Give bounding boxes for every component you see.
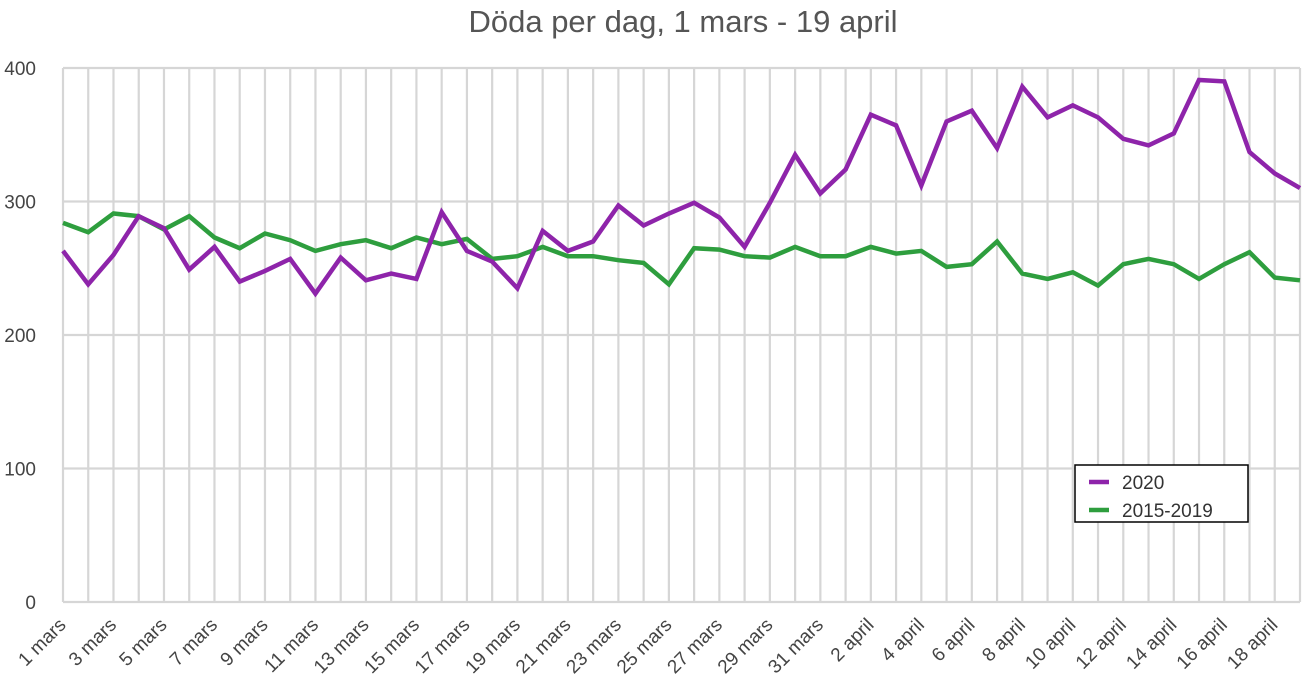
x-tick-label: 14 april xyxy=(1122,615,1181,674)
x-tick-label: 10 april xyxy=(1021,615,1080,674)
series-line-2020 xyxy=(61,77,1302,298)
x-tick-label: 12 april xyxy=(1072,615,1131,674)
x-tick-label: 4 april xyxy=(877,615,928,666)
x-tick-label: 5 mars xyxy=(116,615,172,671)
legend-label: 2020 xyxy=(1122,473,1164,494)
series-group xyxy=(61,77,1302,298)
y-tick-label: 300 xyxy=(4,193,36,214)
x-tick-label: 3 mars xyxy=(65,615,121,671)
x-tick-label: 15 mars xyxy=(361,615,424,678)
x-tick-label: 17 mars xyxy=(411,615,474,678)
y-tick-label: 0 xyxy=(25,593,36,614)
y-tick-label: 400 xyxy=(4,59,36,80)
series-line-2015-2019 xyxy=(62,211,1301,289)
x-tick-label: 31 mars xyxy=(764,615,827,678)
x-tick-label: 29 mars xyxy=(714,615,777,678)
x-tick-label: 23 mars xyxy=(563,615,626,678)
chart-title: Döda per dag, 1 mars - 19 april xyxy=(468,4,897,39)
y-axis: 0 100 200 300 400 xyxy=(4,59,36,614)
legend-label: 2015-2019 xyxy=(1122,501,1213,522)
x-tick-label: 13 mars xyxy=(310,615,373,678)
x-tick-label: 1 mars xyxy=(15,615,71,671)
x-tick-label: 19 mars xyxy=(462,615,525,678)
y-tick-label: 200 xyxy=(4,326,36,347)
x-tick-label: 16 april xyxy=(1173,615,1232,674)
x-tick-label: 2 april xyxy=(827,615,878,666)
x-tick-label: 25 mars xyxy=(613,615,676,678)
x-tick-label: 6 april xyxy=(928,615,979,666)
legend-box xyxy=(1074,464,1249,523)
x-tick-label: 18 april xyxy=(1223,615,1282,674)
x-tick-label: 7 mars xyxy=(166,615,222,671)
y-tick-label: 100 xyxy=(4,460,36,481)
x-tick-label: 27 mars xyxy=(664,615,727,678)
legend: 2020 2015-2019 xyxy=(1074,464,1249,523)
x-tick-label: 21 mars xyxy=(512,615,575,678)
